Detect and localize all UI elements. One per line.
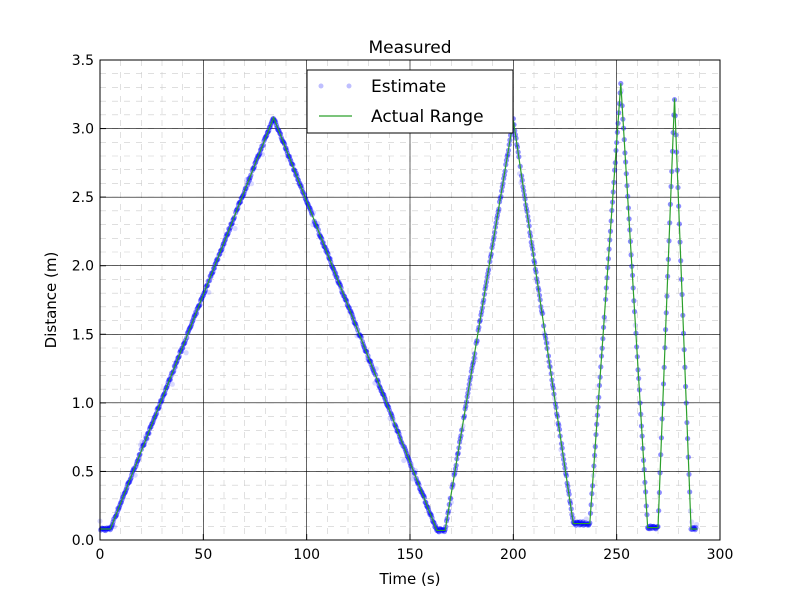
plot-series bbox=[97, 80, 700, 535]
x-tick-label: 100 bbox=[293, 547, 320, 563]
estimate-point bbox=[689, 519, 695, 525]
series-estimate bbox=[97, 80, 700, 535]
estimate-point bbox=[259, 151, 266, 158]
chart-title: Measured bbox=[368, 38, 451, 58]
estimate-point bbox=[206, 289, 212, 295]
legend-marker-estimate bbox=[346, 83, 352, 89]
x-axis-label: Time (s) bbox=[379, 570, 441, 588]
estimate-point bbox=[692, 527, 698, 533]
estimate-point bbox=[183, 350, 189, 356]
y-tick-label: 0.5 bbox=[72, 464, 94, 480]
estimate-point bbox=[649, 525, 656, 531]
x-tick-label: 50 bbox=[194, 547, 212, 563]
estimate-point bbox=[139, 439, 145, 445]
x-tick-label: 250 bbox=[603, 547, 630, 563]
y-tick-label: 2.0 bbox=[72, 259, 94, 275]
legend-label-actual-range: Actual Range bbox=[371, 107, 484, 127]
x-axis: 0 50 100 150 200 250 300 bbox=[96, 534, 734, 563]
y-tick-label: 1.5 bbox=[72, 327, 94, 343]
y-tick-label: 3.5 bbox=[72, 53, 94, 69]
x-tick-label: 150 bbox=[397, 547, 424, 563]
legend: Estimate Actual Range bbox=[306, 69, 514, 134]
legend-marker-estimate bbox=[318, 83, 324, 89]
estimate-point bbox=[410, 476, 416, 482]
x-tick-label: 200 bbox=[500, 547, 527, 563]
estimate-point bbox=[401, 457, 407, 464]
estimate-point bbox=[602, 317, 608, 324]
legend-box bbox=[306, 69, 514, 134]
y-axis: 0.0 0.5 1.0 1.5 2.0 2.5 3.0 3.5 bbox=[72, 53, 106, 549]
series-actual-range-line bbox=[100, 83, 698, 531]
y-tick-label: 2.5 bbox=[72, 190, 94, 206]
y-tick-label: 3.0 bbox=[72, 122, 94, 138]
estimate-point bbox=[693, 521, 700, 528]
legend-label-estimate: Estimate bbox=[371, 77, 446, 97]
estimate-point bbox=[354, 333, 360, 339]
estimate-point bbox=[582, 521, 588, 527]
x-tick-label: 0 bbox=[96, 547, 105, 563]
y-axis-label: Distance (m) bbox=[42, 252, 60, 349]
estimate-point bbox=[310, 222, 316, 228]
y-tick-label: 0.0 bbox=[72, 533, 94, 549]
estimate-point bbox=[387, 415, 393, 421]
estimate-point bbox=[248, 181, 255, 187]
estimate-point bbox=[105, 525, 111, 531]
estimate-point bbox=[169, 381, 175, 387]
estimate-point bbox=[132, 472, 138, 478]
y-tick-label: 1.0 bbox=[72, 396, 94, 412]
estimate-point bbox=[111, 524, 118, 530]
estimate-point bbox=[232, 225, 238, 232]
estimate-point bbox=[372, 380, 378, 386]
estimate-point bbox=[138, 442, 144, 448]
estimate-point bbox=[583, 516, 589, 522]
estimate-point bbox=[373, 366, 379, 372]
x-tick-label: 300 bbox=[707, 547, 734, 563]
